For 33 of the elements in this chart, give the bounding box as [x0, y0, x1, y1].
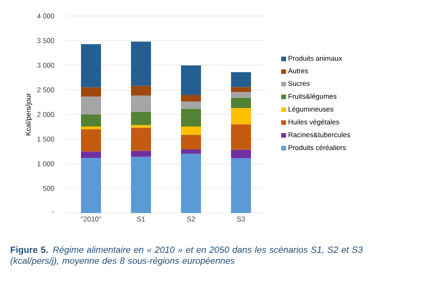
- text: Figure 5. Régime alimentaire en « 2010 » et en 2050 dans les scénarios S1, S2 et S3 (kcal/pers/j), moyenne des 8 sous-régions européennes: [10, 246, 363, 266]
- bar: [131, 150, 152, 157]
- bar: [131, 128, 152, 151]
- bar: [131, 112, 152, 126]
- bar: [131, 125, 152, 128]
- bar: [81, 96, 101, 114]
- bar: [181, 134, 201, 150]
- bar: [181, 154, 201, 213]
- bar: [131, 86, 152, 96]
- bar: [231, 72, 251, 88]
- bar: [81, 158, 101, 213]
- bar: [81, 44, 101, 88]
- bar: [181, 126, 201, 135]
- bar: [81, 126, 101, 130]
- bar: [231, 98, 251, 108]
- bar: [181, 65, 201, 96]
- bar: [81, 114, 101, 127]
- bar: [131, 156, 152, 213]
- bar: [231, 92, 251, 98]
- bar: [231, 150, 251, 158]
- bar: [231, 158, 251, 213]
- bar: [131, 96, 152, 112]
- bar: [231, 108, 251, 124]
- bar: [131, 42, 152, 86]
- bar: [181, 95, 201, 102]
- bar: [231, 87, 251, 92]
- bar: [81, 129, 101, 152]
- bar: [181, 108, 201, 127]
- bar: [181, 101, 201, 109]
- bar: [181, 149, 201, 154]
- bar: [81, 152, 101, 158]
- bar: [231, 124, 251, 150]
- bar: [81, 87, 101, 97]
